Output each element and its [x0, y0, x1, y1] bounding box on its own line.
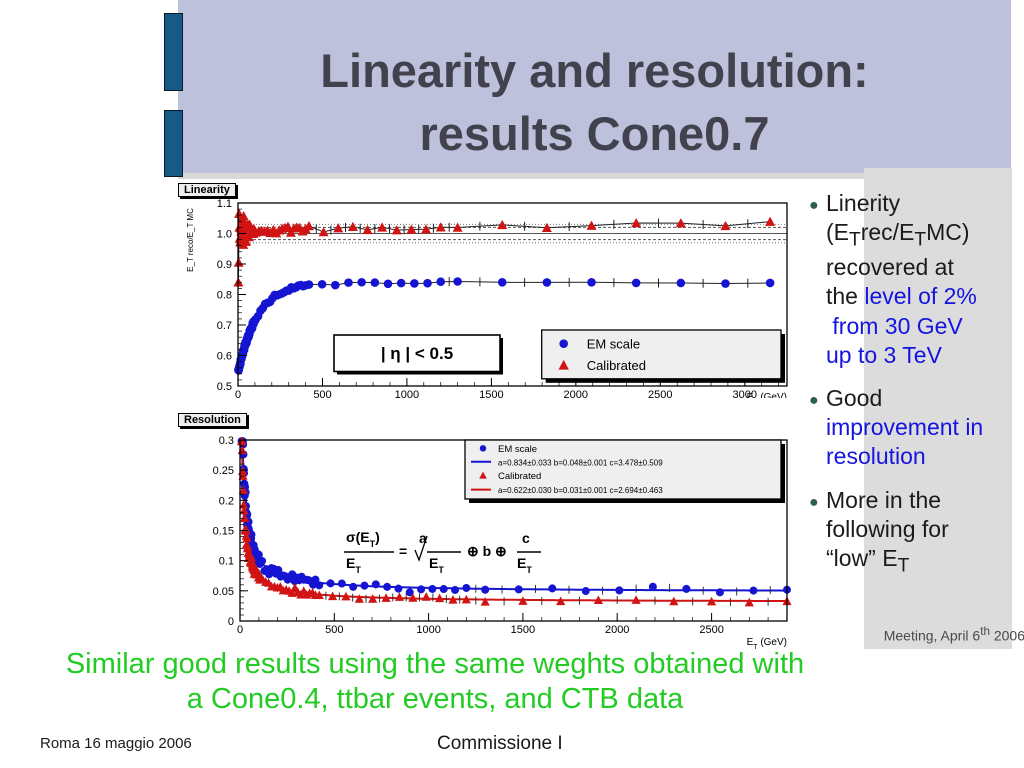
svg-text:=: =: [399, 543, 407, 559]
svg-text:0.5: 0.5: [217, 381, 232, 393]
svg-text:a=0.622±0.030 b=0.031±0.001 c=: a=0.622±0.030 b=0.031±0.001 c=2.694±0.46…: [498, 486, 663, 495]
svg-text:ET (GeV): ET (GeV): [747, 637, 787, 650]
svg-text:500: 500: [313, 389, 331, 398]
svg-text:2500: 2500: [699, 624, 723, 636]
svg-text:c: c: [522, 530, 530, 546]
svg-text:Calibrated: Calibrated: [498, 471, 541, 482]
svg-text:1.0: 1.0: [217, 229, 232, 241]
svg-text:EM scale: EM scale: [587, 337, 640, 352]
svg-text:EM scale: EM scale: [498, 444, 537, 455]
svg-text:0: 0: [237, 624, 243, 636]
svg-text:E_T reco/E_T MC: E_T reco/E_T MC: [186, 208, 195, 272]
svg-text:1000: 1000: [395, 389, 419, 398]
svg-text:ET (GeV): ET (GeV): [747, 392, 787, 398]
svg-text:2000: 2000: [605, 624, 629, 636]
svg-text:⊕ b ⊕: ⊕ b ⊕: [467, 543, 507, 559]
svg-text:0.15: 0.15: [213, 526, 234, 538]
svg-text:a=0.834±0.033 b=0.048±0.001 c=: a=0.834±0.033 b=0.048±0.001 c=3.478±0.50…: [498, 458, 663, 467]
svg-text:Calibrated: Calibrated: [587, 358, 646, 373]
svg-text:500: 500: [325, 624, 343, 636]
svg-text:0: 0: [228, 616, 234, 628]
svg-text:1000: 1000: [416, 624, 440, 636]
svg-text:0.05: 0.05: [213, 586, 234, 598]
svg-text:2000: 2000: [564, 389, 588, 398]
svg-text:3000: 3000: [733, 389, 757, 398]
svg-text:0.1: 0.1: [219, 556, 234, 568]
svg-text:| η | < 0.5: | η | < 0.5: [381, 344, 453, 363]
svg-text:1500: 1500: [511, 624, 535, 636]
svg-text:0.8: 0.8: [217, 290, 232, 302]
svg-text:0: 0: [235, 389, 241, 398]
svg-text:0.3: 0.3: [219, 435, 234, 447]
svg-text:0.25: 0.25: [213, 465, 234, 477]
svg-text:0.6: 0.6: [217, 351, 232, 363]
svg-text:0.9: 0.9: [217, 259, 232, 271]
svg-text:1500: 1500: [479, 389, 503, 398]
svg-text:1.1: 1.1: [217, 198, 232, 210]
svg-text:0.2: 0.2: [219, 495, 234, 507]
svg-text:0.7: 0.7: [217, 320, 232, 332]
svg-text:2500: 2500: [648, 389, 672, 398]
